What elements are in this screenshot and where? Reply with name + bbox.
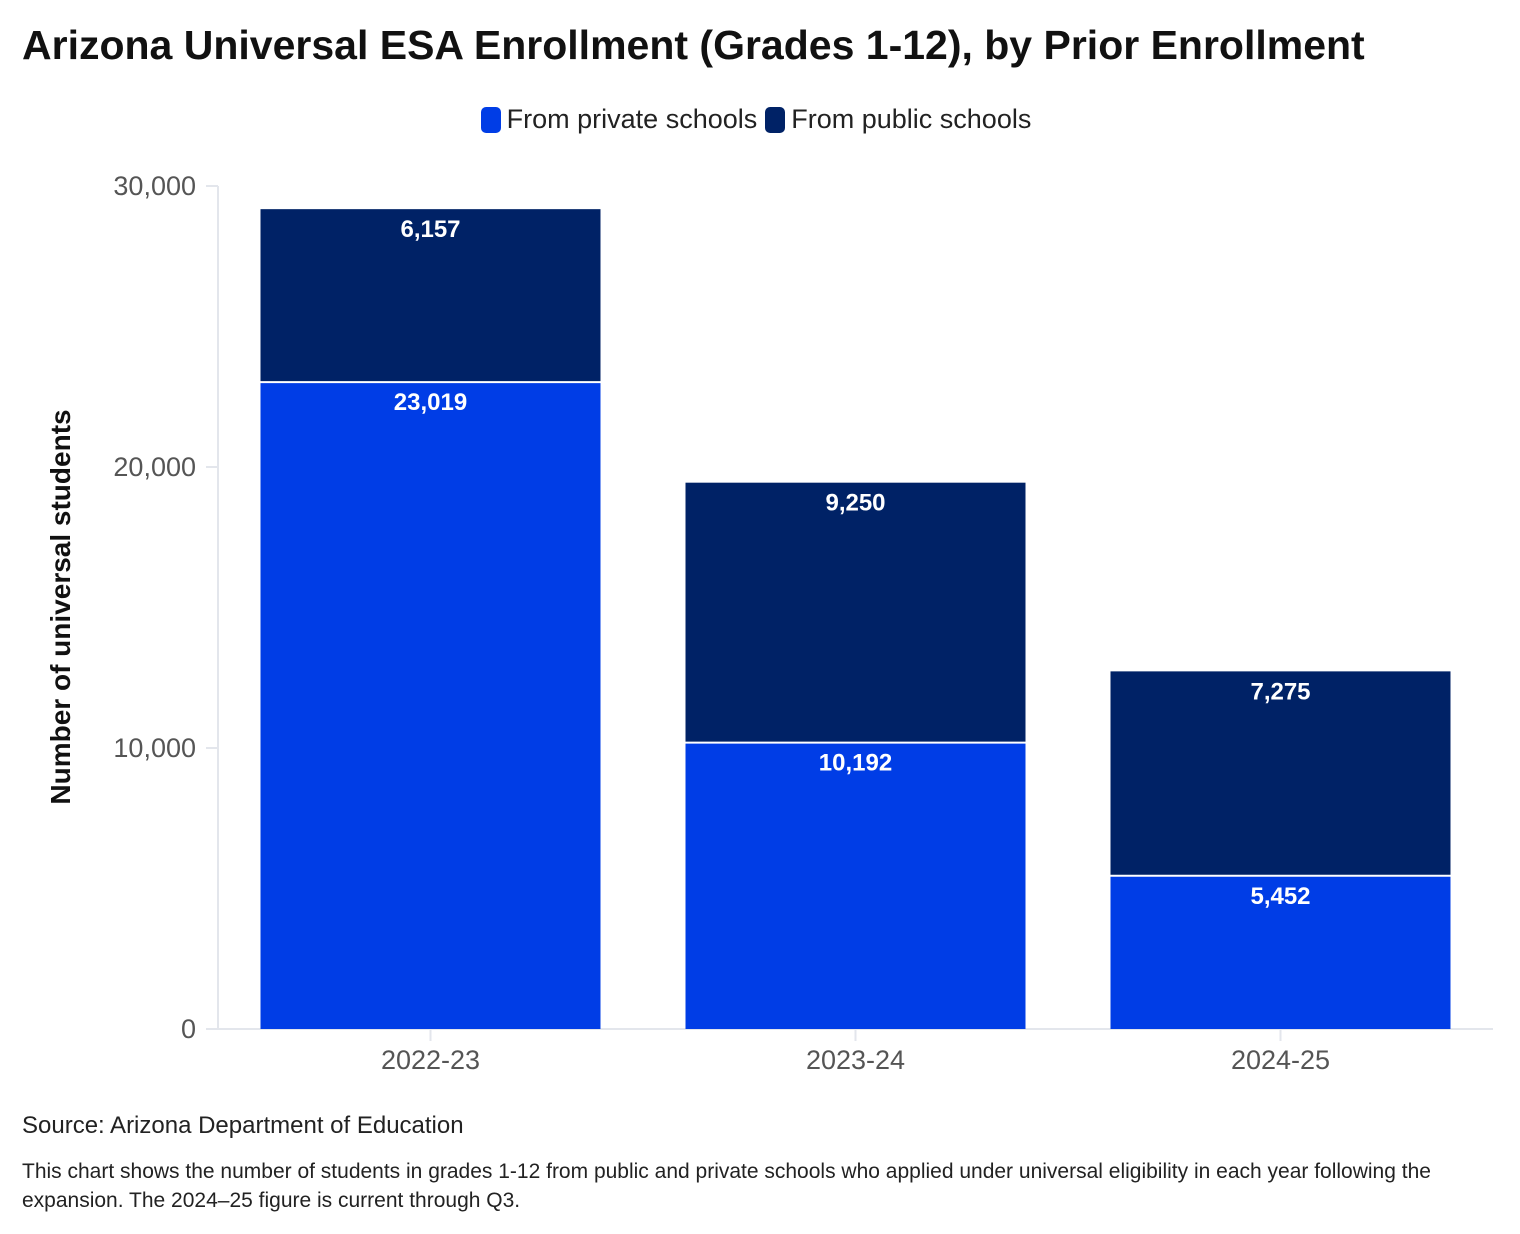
legend-swatch-private <box>480 106 501 133</box>
bar-public <box>1110 671 1451 876</box>
y-tick-label: 20,000 <box>113 452 196 482</box>
bar-private <box>260 382 601 1029</box>
bar-chart: 0 10,000 20,000 30,000 Number of universal s… <box>45 171 1493 1075</box>
chart-footnote: This chart shows the number of students … <box>22 1160 1431 1212</box>
legend-label-private: From private schools <box>506 104 758 134</box>
bar-public <box>260 209 601 383</box>
y-axis-title: Number of universal students <box>45 409 76 804</box>
x-tick-label: 2023-24 <box>806 1045 905 1075</box>
y-tick-label: 30,000 <box>113 171 196 201</box>
data-label: 5,452 <box>1250 883 1310 910</box>
chart-title: Arizona Universal ESA Enrollment (Grades… <box>22 22 1365 68</box>
source-note: Source: Arizona Department of Education <box>22 1112 464 1139</box>
data-label: 6,157 <box>400 216 460 243</box>
legend: From private schools From public schools <box>0 104 1520 135</box>
x-tick-label: 2024-25 <box>1231 1045 1330 1075</box>
y-tick-label: 0 <box>181 1014 196 1044</box>
legend-item-private: From private schools <box>480 104 758 135</box>
bar-public <box>685 482 1026 743</box>
legend-item-public: From public schools <box>765 104 1031 135</box>
bar-private <box>685 742 1026 1029</box>
bar-private <box>1110 875 1451 1029</box>
legend-swatch-public <box>765 106 786 133</box>
data-label: 23,019 <box>394 389 467 416</box>
data-label: 9,250 <box>825 490 885 517</box>
data-label: 7,275 <box>1250 678 1310 705</box>
legend-label-public: From public schools <box>791 104 1032 134</box>
y-tick-label: 10,000 <box>113 733 196 763</box>
data-label: 10,192 <box>819 750 892 777</box>
x-tick-label: 2022-23 <box>381 1045 480 1075</box>
